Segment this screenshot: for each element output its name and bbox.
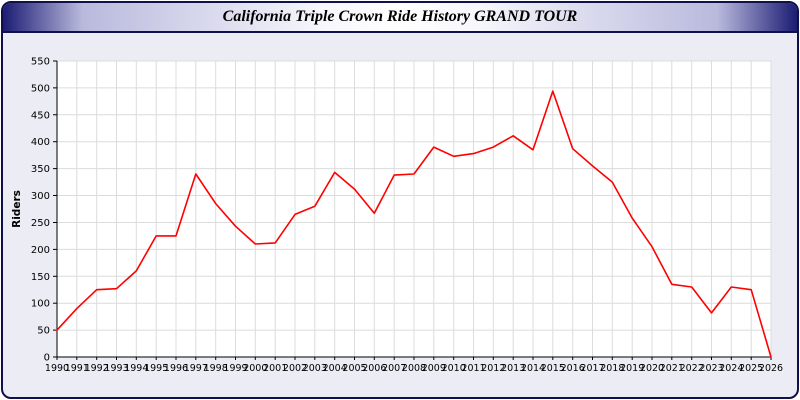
svg-text:2000: 2000 <box>243 363 267 374</box>
svg-text:100: 100 <box>31 299 50 310</box>
svg-text:400: 400 <box>31 137 50 148</box>
svg-text:2022: 2022 <box>680 363 704 374</box>
svg-text:2010: 2010 <box>442 363 466 374</box>
svg-text:2013: 2013 <box>501 363 525 374</box>
svg-text:1995: 1995 <box>144 363 168 374</box>
riders-line-chart: 1990199119921993199419951996199719981999… <box>11 57 783 375</box>
svg-text:550: 550 <box>31 57 50 68</box>
svg-text:2003: 2003 <box>303 363 327 374</box>
svg-text:2021: 2021 <box>660 363 684 374</box>
svg-text:2025: 2025 <box>739 363 763 374</box>
svg-text:2023: 2023 <box>699 363 723 374</box>
svg-text:2026: 2026 <box>759 363 783 374</box>
svg-text:2008: 2008 <box>402 363 426 374</box>
svg-text:2011: 2011 <box>461 363 485 374</box>
svg-text:150: 150 <box>31 272 50 283</box>
svg-text:1997: 1997 <box>184 363 208 374</box>
y-axis-label: Riders <box>11 190 23 228</box>
svg-text:2024: 2024 <box>719 363 743 374</box>
svg-text:350: 350 <box>31 164 50 175</box>
svg-text:300: 300 <box>31 191 50 202</box>
chart-title: California Triple Crown Ride History GRA… <box>3 3 797 33</box>
svg-text:1993: 1993 <box>104 363 128 374</box>
chart-container: 1990 1991 1992 1993 1994 1995 1996 1997 1998 1999… <box>8 43 794 395</box>
svg-text:200: 200 <box>31 245 50 256</box>
riders-series-line <box>56 90 772 358</box>
svg-text:2004: 2004 <box>323 363 347 374</box>
svg-text:500: 500 <box>31 83 50 94</box>
svg-text:1991: 1991 <box>65 363 89 374</box>
svg-text:1999: 1999 <box>223 363 247 374</box>
svg-text:2009: 2009 <box>422 363 446 374</box>
svg-text:450: 450 <box>31 110 50 121</box>
svg-text:2019: 2019 <box>620 363 644 374</box>
svg-text:1996: 1996 <box>164 363 188 374</box>
svg-text:0: 0 <box>44 353 50 364</box>
svg-text:50: 50 <box>37 326 50 337</box>
svg-text:1998: 1998 <box>204 363 228 374</box>
svg-text:2017: 2017 <box>580 363 604 374</box>
svg-text:1990: 1990 <box>45 363 69 374</box>
svg-text:2005: 2005 <box>342 363 366 374</box>
svg-text:2012: 2012 <box>481 363 505 374</box>
svg-text:2002: 2002 <box>283 363 307 374</box>
svg-text:1994: 1994 <box>124 363 148 374</box>
tick-labels: 1990199119921993199419951996199719981999… <box>31 57 783 375</box>
svg-text:2020: 2020 <box>640 363 664 374</box>
svg-text:2018: 2018 <box>600 363 624 374</box>
svg-text:2001: 2001 <box>263 363 287 374</box>
svg-text:250: 250 <box>31 218 50 229</box>
svg-text:2014: 2014 <box>521 363 545 374</box>
svg-text:1992: 1992 <box>85 363 109 374</box>
svg-text:2006: 2006 <box>362 363 386 374</box>
svg-text:2015: 2015 <box>541 363 565 374</box>
svg-text:2016: 2016 <box>561 363 585 374</box>
svg-text:2007: 2007 <box>382 363 406 374</box>
